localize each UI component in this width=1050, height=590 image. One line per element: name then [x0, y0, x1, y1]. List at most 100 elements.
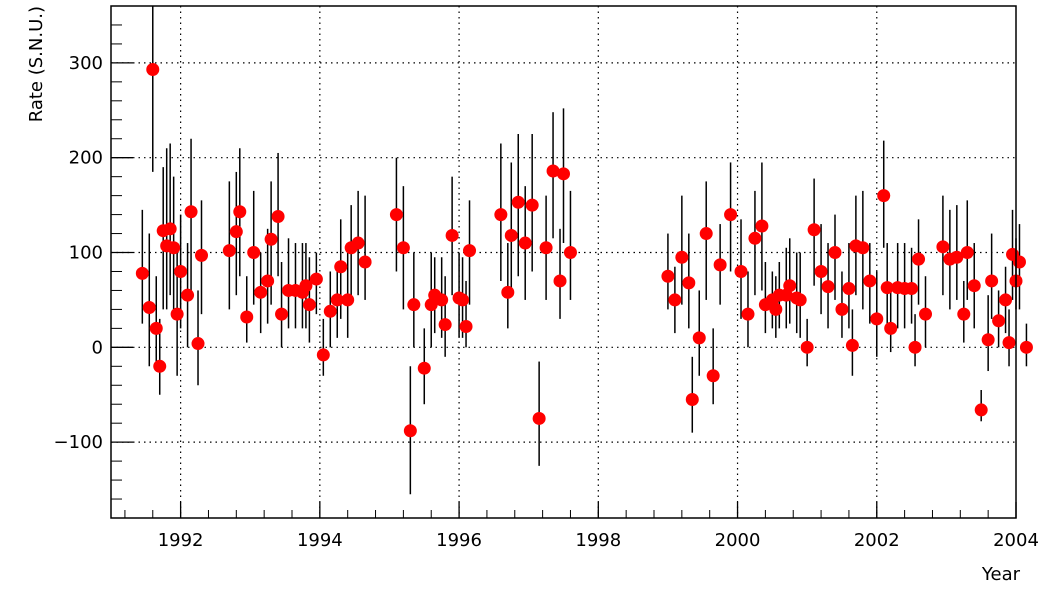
data-point: [685, 392, 699, 406]
data-points: [135, 63, 1033, 438]
data-point: [501, 285, 515, 299]
data-point: [936, 240, 950, 254]
data-point: [417, 361, 431, 375]
data-point: [302, 298, 316, 312]
error-bars: [141, 6, 1028, 495]
data-point: [435, 293, 449, 307]
data-point: [919, 307, 932, 321]
data-point: [142, 301, 156, 315]
data-point: [153, 359, 167, 373]
data-point: [706, 369, 720, 383]
data-point: [275, 307, 289, 321]
data-point: [233, 205, 247, 219]
data-point: [880, 281, 894, 295]
data-point: [793, 293, 807, 307]
data-point: [389, 208, 403, 222]
data-point: [557, 167, 570, 181]
data-point: [863, 274, 877, 288]
data-point: [877, 189, 891, 203]
data-point: [845, 338, 859, 352]
data-point: [908, 340, 922, 354]
data-point: [341, 293, 355, 307]
data-point: [985, 274, 999, 288]
data-point: [146, 63, 160, 77]
data-point: [675, 250, 689, 264]
x-tick-label: 1996: [436, 530, 482, 551]
data-point: [403, 424, 417, 438]
data-point: [699, 227, 713, 241]
data-point: [330, 293, 344, 307]
data-point: [163, 222, 177, 236]
y-axis-label: Rate (S.N.U.): [26, 6, 47, 122]
data-point: [504, 228, 518, 242]
data-point: [407, 298, 421, 312]
data-point: [682, 276, 696, 290]
data-point: [351, 236, 365, 250]
data-point: [1012, 255, 1026, 269]
data-point: [309, 272, 323, 286]
data-point: [974, 403, 988, 417]
data-point: [856, 241, 870, 255]
data-point: [884, 321, 898, 335]
data-point: [240, 310, 254, 324]
data-point: [967, 279, 981, 293]
data-point: [546, 164, 560, 178]
data-point: [800, 340, 814, 354]
data-point: [748, 231, 762, 245]
data-point: [981, 333, 995, 347]
data-point: [396, 241, 410, 255]
y-tick-label: 200: [69, 148, 103, 169]
data-point: [1002, 336, 1016, 350]
data-point: [532, 411, 546, 425]
data-point: [511, 195, 525, 209]
data-point: [769, 302, 783, 316]
data-point: [494, 208, 508, 222]
x-tick-label: 1998: [575, 530, 621, 551]
data-point: [149, 321, 163, 335]
data-point: [668, 293, 682, 307]
y-tick-label: 100: [69, 243, 103, 264]
data-point: [463, 244, 477, 258]
data-point: [299, 279, 313, 293]
x-tick-label: 2000: [715, 530, 761, 551]
data-point: [842, 282, 856, 296]
data-point: [957, 307, 971, 321]
data-point: [755, 219, 769, 233]
data-point: [661, 269, 675, 283]
data-point: [316, 348, 330, 362]
tick-labels: 1992 1994 1996 1998 2000 2002 2004 −100 0 100 200 3…: [54, 53, 1039, 551]
data-point: [438, 318, 452, 332]
data-point: [525, 198, 539, 212]
x-tick-label: 1992: [158, 530, 204, 551]
data-point: [912, 252, 926, 266]
data-point: [459, 319, 473, 333]
data-point: [692, 331, 706, 345]
x-tick-label: 2004: [993, 530, 1039, 551]
data-point: [553, 274, 567, 288]
data-point: [195, 248, 208, 262]
data-point: [445, 228, 459, 242]
data-point: [870, 312, 884, 326]
data-point: [960, 246, 974, 260]
data-point: [821, 280, 835, 294]
data-point: [724, 208, 738, 222]
y-tick-label: 0: [92, 337, 103, 358]
data-point: [1019, 340, 1033, 354]
data-point: [734, 264, 748, 278]
x-tick-label: 1994: [297, 530, 343, 551]
data-point: [167, 241, 181, 255]
data-point: [999, 293, 1013, 307]
data-point: [334, 260, 348, 274]
data-point: [254, 285, 268, 299]
y-tick-label: 300: [69, 53, 103, 74]
data-point: [814, 264, 828, 278]
data-point: [184, 205, 198, 219]
data-point: [741, 307, 755, 321]
data-point: [222, 244, 236, 258]
data-point: [563, 246, 577, 260]
x-axis-label: Year: [981, 564, 1021, 585]
data-point: [323, 304, 337, 318]
data-point: [181, 288, 195, 302]
